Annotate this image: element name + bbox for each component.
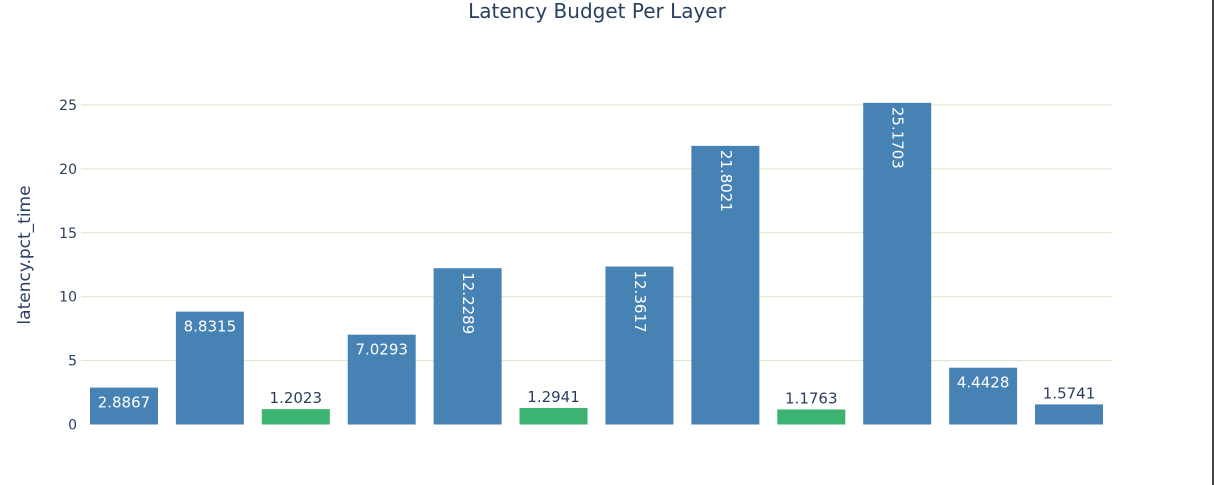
bar-10[interactable] [863, 102, 932, 425]
bar-data-label: 7.0293 [355, 341, 408, 359]
bars [89, 102, 1104, 425]
bar-6[interactable] [519, 407, 588, 425]
gridlines [81, 104, 1112, 362]
bar-12[interactable] [1035, 404, 1104, 425]
y-tick-label: 20 [59, 162, 77, 178]
y-axis-label: latency.pct_time [15, 185, 35, 324]
y-tick-label: 25 [59, 98, 77, 114]
bar-9[interactable] [777, 409, 846, 425]
bar-data-label: 4.4428 [957, 374, 1010, 392]
bar-data-label: 1.5741 [1043, 384, 1096, 402]
y-tick-label: 5 [68, 354, 77, 370]
bar-data-label: 21.8021 [717, 150, 735, 212]
bar-2[interactable] [175, 311, 244, 425]
bar-data-label: 8.8315 [184, 318, 237, 336]
bar-8[interactable] [691, 145, 760, 425]
bar-data-label: 1.2023 [270, 389, 323, 407]
bar-data-label: 1.2941 [527, 388, 580, 406]
bar-data-label: 25.1703 [889, 107, 907, 169]
bar-data-label: 2.8867 [98, 394, 151, 412]
y-tick-labels: 0 5 10 15 20 25 [59, 98, 77, 434]
window-edge [1212, 0, 1214, 485]
y-tick-label: 0 [68, 418, 77, 434]
y-tick-label: 10 [59, 290, 77, 306]
bar-11[interactable] [949, 367, 1018, 425]
bar-7[interactable] [605, 266, 674, 425]
bar-1[interactable] [89, 387, 158, 425]
bar-data-label: 1.1763 [785, 389, 838, 407]
bar-4[interactable] [347, 334, 416, 425]
chart-title: Latency Budget Per Layer [468, 0, 726, 23]
y-tick-label: 15 [59, 226, 77, 242]
bar-data-label: 12.3617 [631, 271, 649, 333]
bar-data-labels: 2.8867 8.8315 1.2023 7.0293 12.2289 1.2941 12.… [98, 107, 1096, 412]
bar-data-label: 12.2289 [459, 272, 477, 334]
bar-3[interactable] [261, 409, 330, 425]
bar-5[interactable] [433, 268, 502, 425]
